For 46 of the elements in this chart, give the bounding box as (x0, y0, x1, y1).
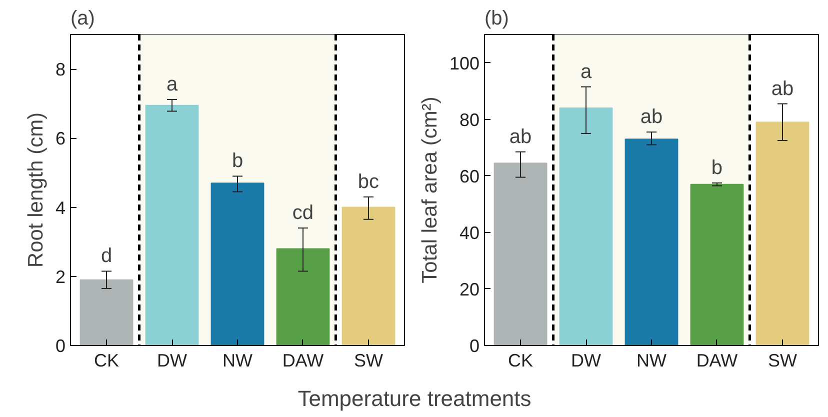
x-tick-label: CK (94, 350, 120, 370)
y-tick-label: 0 (469, 336, 480, 356)
x-tick-label: DW (571, 350, 602, 370)
y-tick-label: 6 (55, 128, 66, 149)
bar (210, 182, 264, 346)
annotation: ab (640, 106, 663, 128)
bar (494, 162, 548, 346)
x-tick-label: NW (222, 350, 253, 370)
x-tick-label: SW (354, 350, 383, 370)
annotation: a (580, 60, 592, 83)
bar (559, 108, 613, 346)
chart-title: (b) (484, 8, 509, 30)
bar (342, 206, 396, 346)
x-tick-label: DW (157, 350, 188, 370)
y-tick-label: 2 (55, 266, 66, 287)
bar (80, 279, 134, 346)
annotation: bc (358, 170, 380, 193)
annotation: b (232, 150, 244, 172)
y-tick-label: 100 (449, 53, 480, 74)
annotation: ab (509, 126, 532, 148)
annotation: d (100, 245, 112, 268)
bar (690, 184, 744, 346)
bar (145, 104, 199, 346)
annotation: b (711, 156, 723, 179)
annotation: ab (771, 78, 794, 100)
x-tick-label: NW (636, 350, 667, 370)
y-tick-label: 20 (459, 279, 480, 300)
annotation: a (166, 73, 178, 96)
y-tick-label: 40 (459, 222, 480, 243)
y-tick-label: 4 (55, 198, 66, 218)
x-tick-label: CK (508, 350, 534, 370)
y-axis-title: Total leaf area (cm²) (418, 96, 442, 284)
bar (276, 248, 330, 346)
x-tick-label: SW (768, 350, 797, 370)
y-axis-title: Root length (cm) (24, 112, 48, 268)
x-tick-label: DAW (696, 350, 738, 370)
chart-title: (a) (70, 8, 95, 30)
y-tick-label: 60 (459, 166, 480, 186)
y-tick-label: 80 (459, 110, 480, 130)
bar (624, 138, 678, 346)
y-tick-label: 8 (55, 60, 66, 80)
bar (756, 122, 810, 346)
x-tick-label: DAW (282, 350, 324, 370)
x-axis-title: Temperature treatments (298, 386, 532, 411)
annotation: cd (292, 202, 314, 224)
y-tick-label: 0 (55, 336, 66, 356)
